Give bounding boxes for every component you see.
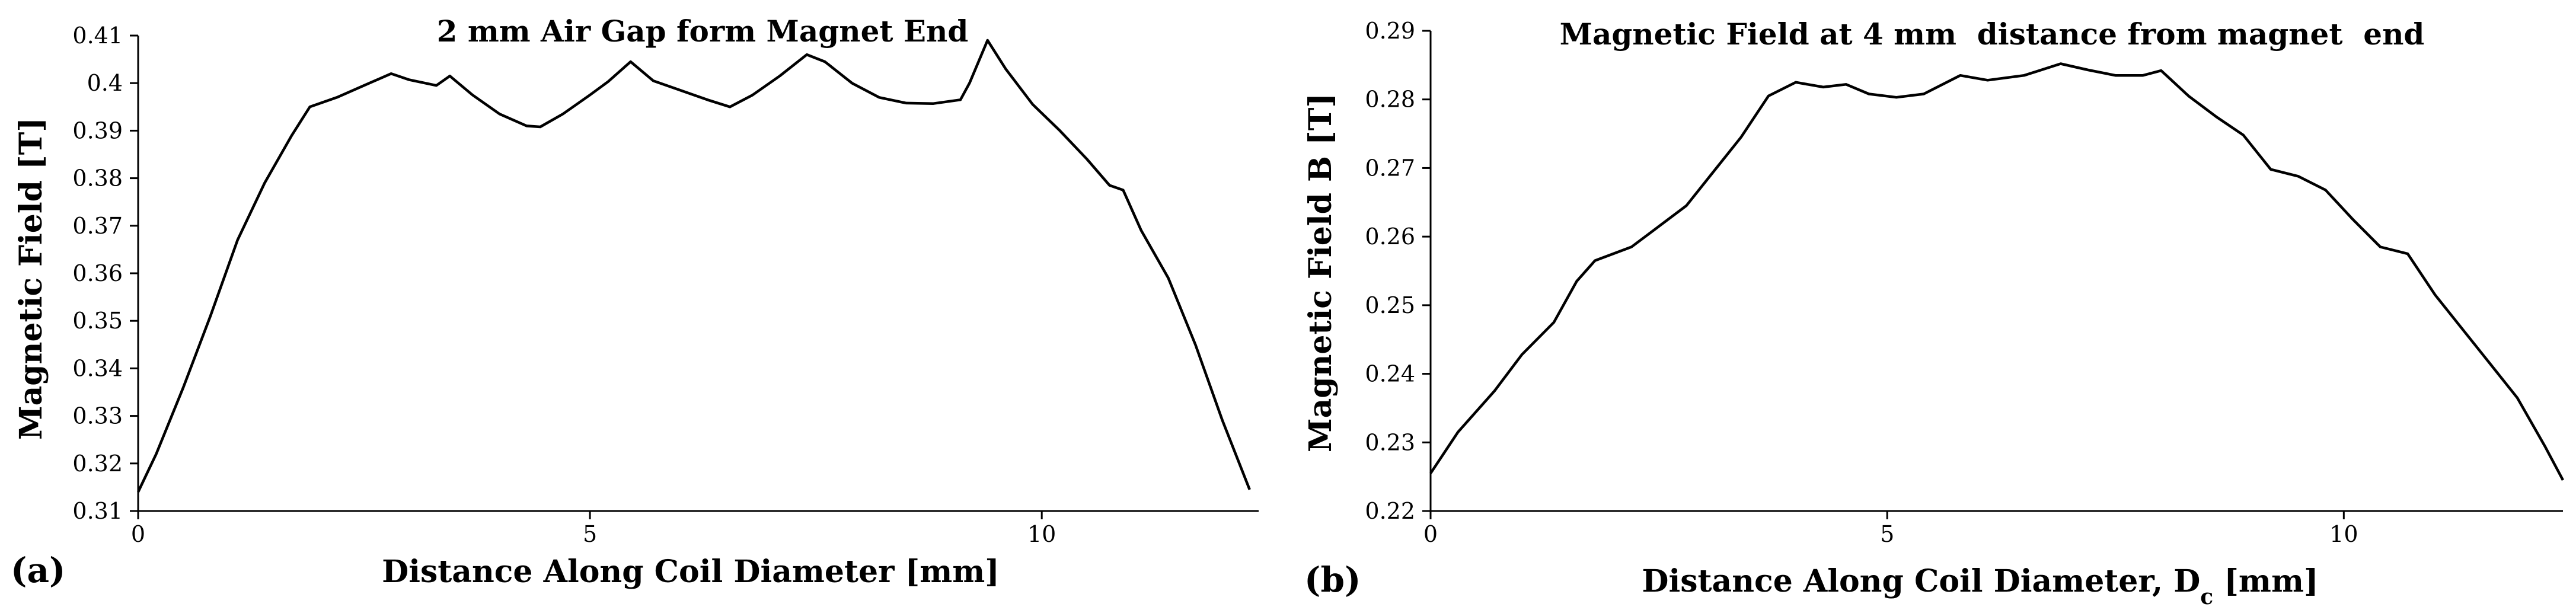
y-tick-label-a: 0.39 bbox=[72, 117, 123, 143]
y-tick-label-b: 0.27 bbox=[1365, 155, 1415, 181]
y-axis-title-a: Magnetic Field [T] bbox=[13, 117, 49, 440]
x-axis-title-b-unit: [mm] bbox=[2213, 563, 2318, 599]
chart-title-a: 2 mm Air Gap form Magnet End bbox=[437, 14, 969, 49]
y-tick-label-a: 0.34 bbox=[72, 355, 123, 381]
x-tick-label-a: 5 bbox=[583, 521, 597, 547]
y-tick-label-b: 0.24 bbox=[1365, 361, 1415, 387]
x-tick-label-b: 10 bbox=[2329, 521, 2358, 547]
y-tick-label-a: 0.31 bbox=[72, 498, 123, 524]
x-axis-title-b-main: Distance Along Coil Diameter, D bbox=[1642, 563, 2200, 599]
y-tick-label-a: 0.36 bbox=[72, 260, 123, 286]
x-tick-label-a: 0 bbox=[131, 521, 145, 547]
x-axis-title-b: Distance Along Coil Diameter, Dc [mm] bbox=[1642, 563, 2318, 609]
y-tick-label-a: 0.41 bbox=[72, 23, 123, 49]
y-tick-label-a: 0.37 bbox=[72, 213, 123, 239]
panel-label-b: (b) bbox=[1304, 560, 1361, 600]
y-tick-label-b: 0.22 bbox=[1365, 498, 1415, 524]
y-tick-label-b: 0.23 bbox=[1365, 429, 1415, 455]
series-line-b bbox=[1429, 62, 2564, 481]
chart-panel-b: Magnetic Field at 4 mm distance from mag… bbox=[1303, 17, 2564, 609]
x-axis-title-a: Distance Along Coil Diameter [mm] bbox=[382, 554, 1000, 590]
y-tick-label-a: 0.32 bbox=[72, 451, 123, 477]
plot-area-b: 0.22 0.23 0.24 0.25 0.26 0.27 0.28 0.29 0 5 10 bbox=[1365, 18, 2564, 547]
y-tick-label-b: 0.25 bbox=[1365, 292, 1415, 318]
y-tick-label-a: 0.38 bbox=[72, 165, 123, 191]
x-tick-label-b: 0 bbox=[1423, 521, 1438, 547]
chart-title-b: Magnetic Field at 4 mm distance from mag… bbox=[1560, 17, 2425, 52]
chart-panel-a: 2 mm Air Gap form Magnet End 0.310.320.3… bbox=[11, 14, 1259, 590]
y-tick-label-b: 0.26 bbox=[1365, 223, 1415, 250]
y-tick-label-a: 0.35 bbox=[72, 308, 123, 334]
y-tick-label-a: 0.4 bbox=[87, 70, 123, 96]
panel-label-a: (a) bbox=[11, 550, 65, 590]
y-tick-label-a: 0.33 bbox=[72, 403, 123, 429]
x-axis-title-b-subscript: c bbox=[2200, 585, 2213, 609]
x-tick-label-a: 10 bbox=[1027, 521, 1056, 547]
x-tick-label-b: 5 bbox=[1880, 521, 1894, 547]
y-axis-title-b: Magnetic Field B [T] bbox=[1303, 93, 1339, 452]
plot-area-a: 0.31 0.32 0.33 0.34 0.35 0.36 0.37 0.38 0.39 0.4 0… bbox=[72, 23, 1259, 547]
series-line-a bbox=[136, 39, 1251, 493]
y-tick-label-b: 0.29 bbox=[1365, 18, 1415, 44]
y-tick-label-b: 0.28 bbox=[1365, 87, 1415, 113]
